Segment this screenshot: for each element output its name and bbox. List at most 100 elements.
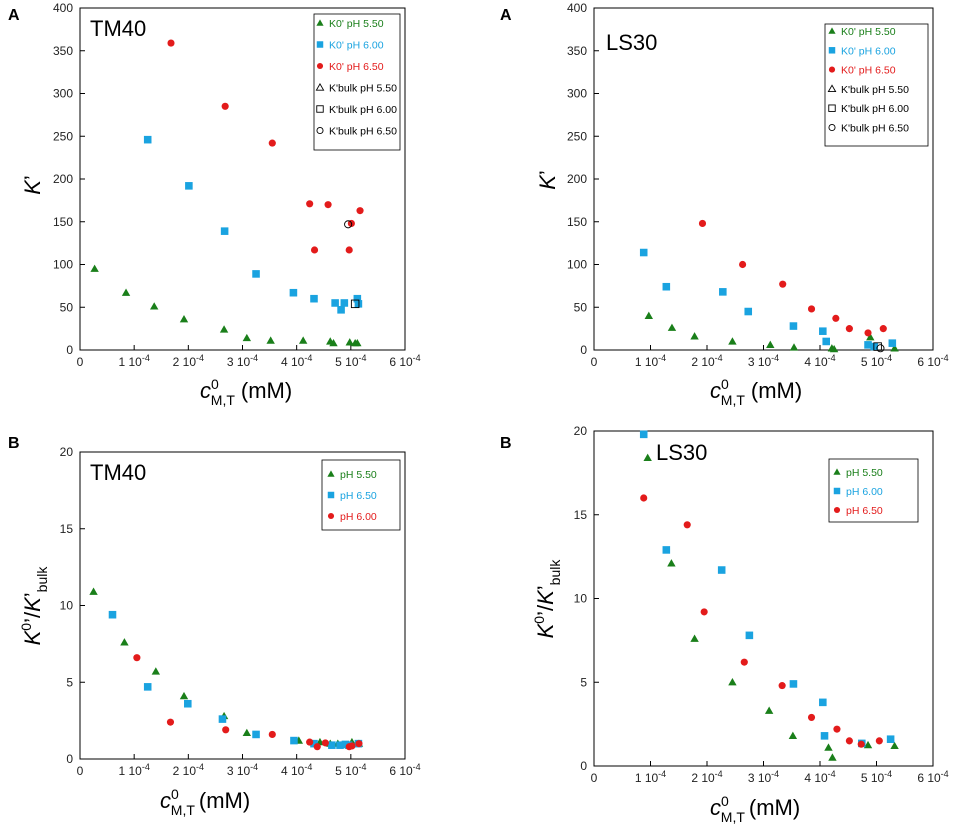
y-tick-label: 300 — [567, 87, 587, 101]
legend-box — [824, 23, 929, 147]
y-tick-label: 350 — [567, 44, 587, 58]
x-tick-label: 3 10-4 — [748, 353, 779, 369]
y-tick-label: 50 — [574, 300, 588, 314]
data-point-ph-6-00 — [306, 738, 314, 746]
legend-label: K0' pH 6.50 — [329, 61, 384, 73]
legend-label: K'bulk pH 5.50 — [841, 84, 909, 96]
legend-label: pH 6.50 — [340, 490, 377, 502]
legend-marker — [316, 41, 324, 48]
data-point-ph-5-50 — [151, 667, 161, 675]
x-tick-label: 5 10-4 — [335, 353, 366, 369]
data-point-ph-6-00 — [166, 718, 175, 726]
data-point-k0-ph-5-50 — [242, 333, 252, 342]
legend-label: K'bulk pH 6.00 — [329, 104, 397, 116]
data-point-k0-ph-5-50 — [789, 343, 799, 351]
data-point-k0-ph-6-00 — [340, 299, 349, 307]
x-tick-label: 1 10-4 — [118, 762, 149, 778]
data-point-ph-6-00 — [789, 680, 798, 688]
legend-label: K'bulk pH 5.50 — [329, 83, 397, 95]
data-point-ph-6-50 — [336, 741, 344, 749]
data-point-ph-6-00 — [222, 726, 230, 734]
data-point-k0-ph-5-50 — [353, 338, 362, 347]
y-axis-title: K’ — [20, 175, 45, 195]
data-point-ph-5-50 — [179, 691, 189, 700]
data-point-ph-6-50 — [857, 740, 865, 748]
legend-label: K0' pH 6.50 — [841, 65, 896, 77]
x-tick-label: 3 10-4 — [748, 769, 779, 785]
y-tick-label: 15 — [60, 522, 74, 536]
panel-letter: A — [500, 7, 512, 24]
data-marks — [89, 587, 364, 751]
x-tick-label: 5 10-4 — [861, 353, 892, 369]
data-point-ph-6-00 — [355, 740, 363, 748]
data-point-k0-ph-6-00 — [819, 327, 827, 335]
data-point-k0-ph-5-50 — [298, 336, 308, 344]
x-tick-label: 4 10-4 — [804, 769, 835, 785]
data-point-k0-ph-6-00 — [789, 322, 798, 330]
y-tick-label: 20 — [574, 424, 588, 438]
data-point-k0-ph-6-50 — [306, 200, 314, 208]
legend-marker — [827, 84, 837, 93]
legend-box — [313, 13, 401, 151]
legend: K0' pH 5.50 K0' pH 6.00 K0' pH 6.50 K'bulk … — [824, 23, 929, 147]
y-tick-label: 5 — [580, 675, 587, 689]
legend-marker — [828, 123, 836, 132]
y-tick-label: 5 — [66, 675, 73, 689]
legend-label: K'bulk pH 6.50 — [841, 123, 909, 135]
data-point-k0-ph-5-50 — [121, 288, 131, 296]
legend-label: pH 5.50 — [340, 469, 377, 481]
legend: pH 5.50 pH 6.50 pH 6.00 — [321, 459, 401, 531]
data-point-ph-6-50 — [845, 737, 853, 745]
data-point-ph-6-50 — [218, 715, 227, 723]
x-tick-label: 3 10-4 — [227, 762, 258, 778]
data-point-k0-ph-6-00 — [888, 339, 897, 347]
y-axis-title: K’ — [535, 170, 560, 190]
data-point-k0-ph-6-00 — [354, 300, 363, 308]
data-point-k0-ph-5-50 — [890, 344, 899, 352]
y-tick-label: 250 — [53, 129, 73, 143]
y-tick-label: 400 — [53, 1, 73, 15]
data-point-ph-6-00 — [133, 654, 141, 662]
legend-marker — [316, 19, 324, 26]
x-tick-label: 0 — [591, 355, 598, 369]
legend-marker — [327, 491, 335, 499]
data-point-ph-5-50 — [643, 453, 652, 461]
data-point-k-bulk-ph-6-50 — [876, 344, 885, 353]
legend-marker — [833, 487, 841, 495]
panel-title: TM40 — [90, 16, 146, 41]
y-tick-label: 0 — [66, 343, 73, 357]
legend-marker — [327, 470, 335, 477]
legend-marker — [833, 468, 841, 475]
data-point-ph-6-50 — [252, 730, 260, 739]
data-point-k0-ph-5-50 — [266, 336, 275, 344]
data-point-ph-6-00 — [662, 546, 671, 554]
data-point-ph-6-00 — [717, 566, 726, 574]
x-tick-label: 5 10-4 — [861, 769, 892, 785]
y-axis-title: K0’/K’bulk — [18, 566, 50, 646]
x-tick-label: 6 10-4 — [389, 353, 420, 369]
data-point-k0-ph-6-00 — [639, 248, 648, 257]
chart-panel-ls30-kprime: A LS30 0 1 10-4 2 10-4 3 10-4 4 10-4 5 10-4 6 … — [500, 1, 949, 408]
y-tick-label: 400 — [567, 1, 587, 15]
legend-box — [828, 458, 919, 523]
legend: pH 5.50 pH 6.00 pH 6.50 — [828, 458, 919, 523]
x-tick-label: 0 — [591, 771, 598, 785]
data-point-k0-ph-6-50 — [698, 219, 707, 228]
data-point-k0-ph-6-50 — [807, 305, 816, 313]
legend-label: pH 6.00 — [340, 511, 377, 523]
data-point-ph-5-50 — [242, 728, 252, 737]
data-point-k0-ph-6-00 — [353, 294, 362, 303]
legend-label: K0' pH 6.00 — [841, 45, 896, 57]
panel-title: LS30 — [606, 30, 657, 55]
data-point-ph-6-00 — [268, 730, 276, 739]
y-tick-label: 10 — [574, 592, 588, 606]
data-point-ph-6-00 — [819, 698, 827, 707]
data-point-k0-ph-5-50 — [179, 315, 189, 323]
data-marks — [90, 39, 364, 347]
y-tick-label: 0 — [66, 752, 73, 766]
y-tick-label: 100 — [53, 258, 73, 272]
data-point-k0-ph-6-50 — [864, 329, 872, 337]
x-tick-label: 0 — [77, 355, 84, 369]
data-marks — [639, 219, 899, 353]
data-point-k0-ph-6-50 — [310, 246, 319, 254]
